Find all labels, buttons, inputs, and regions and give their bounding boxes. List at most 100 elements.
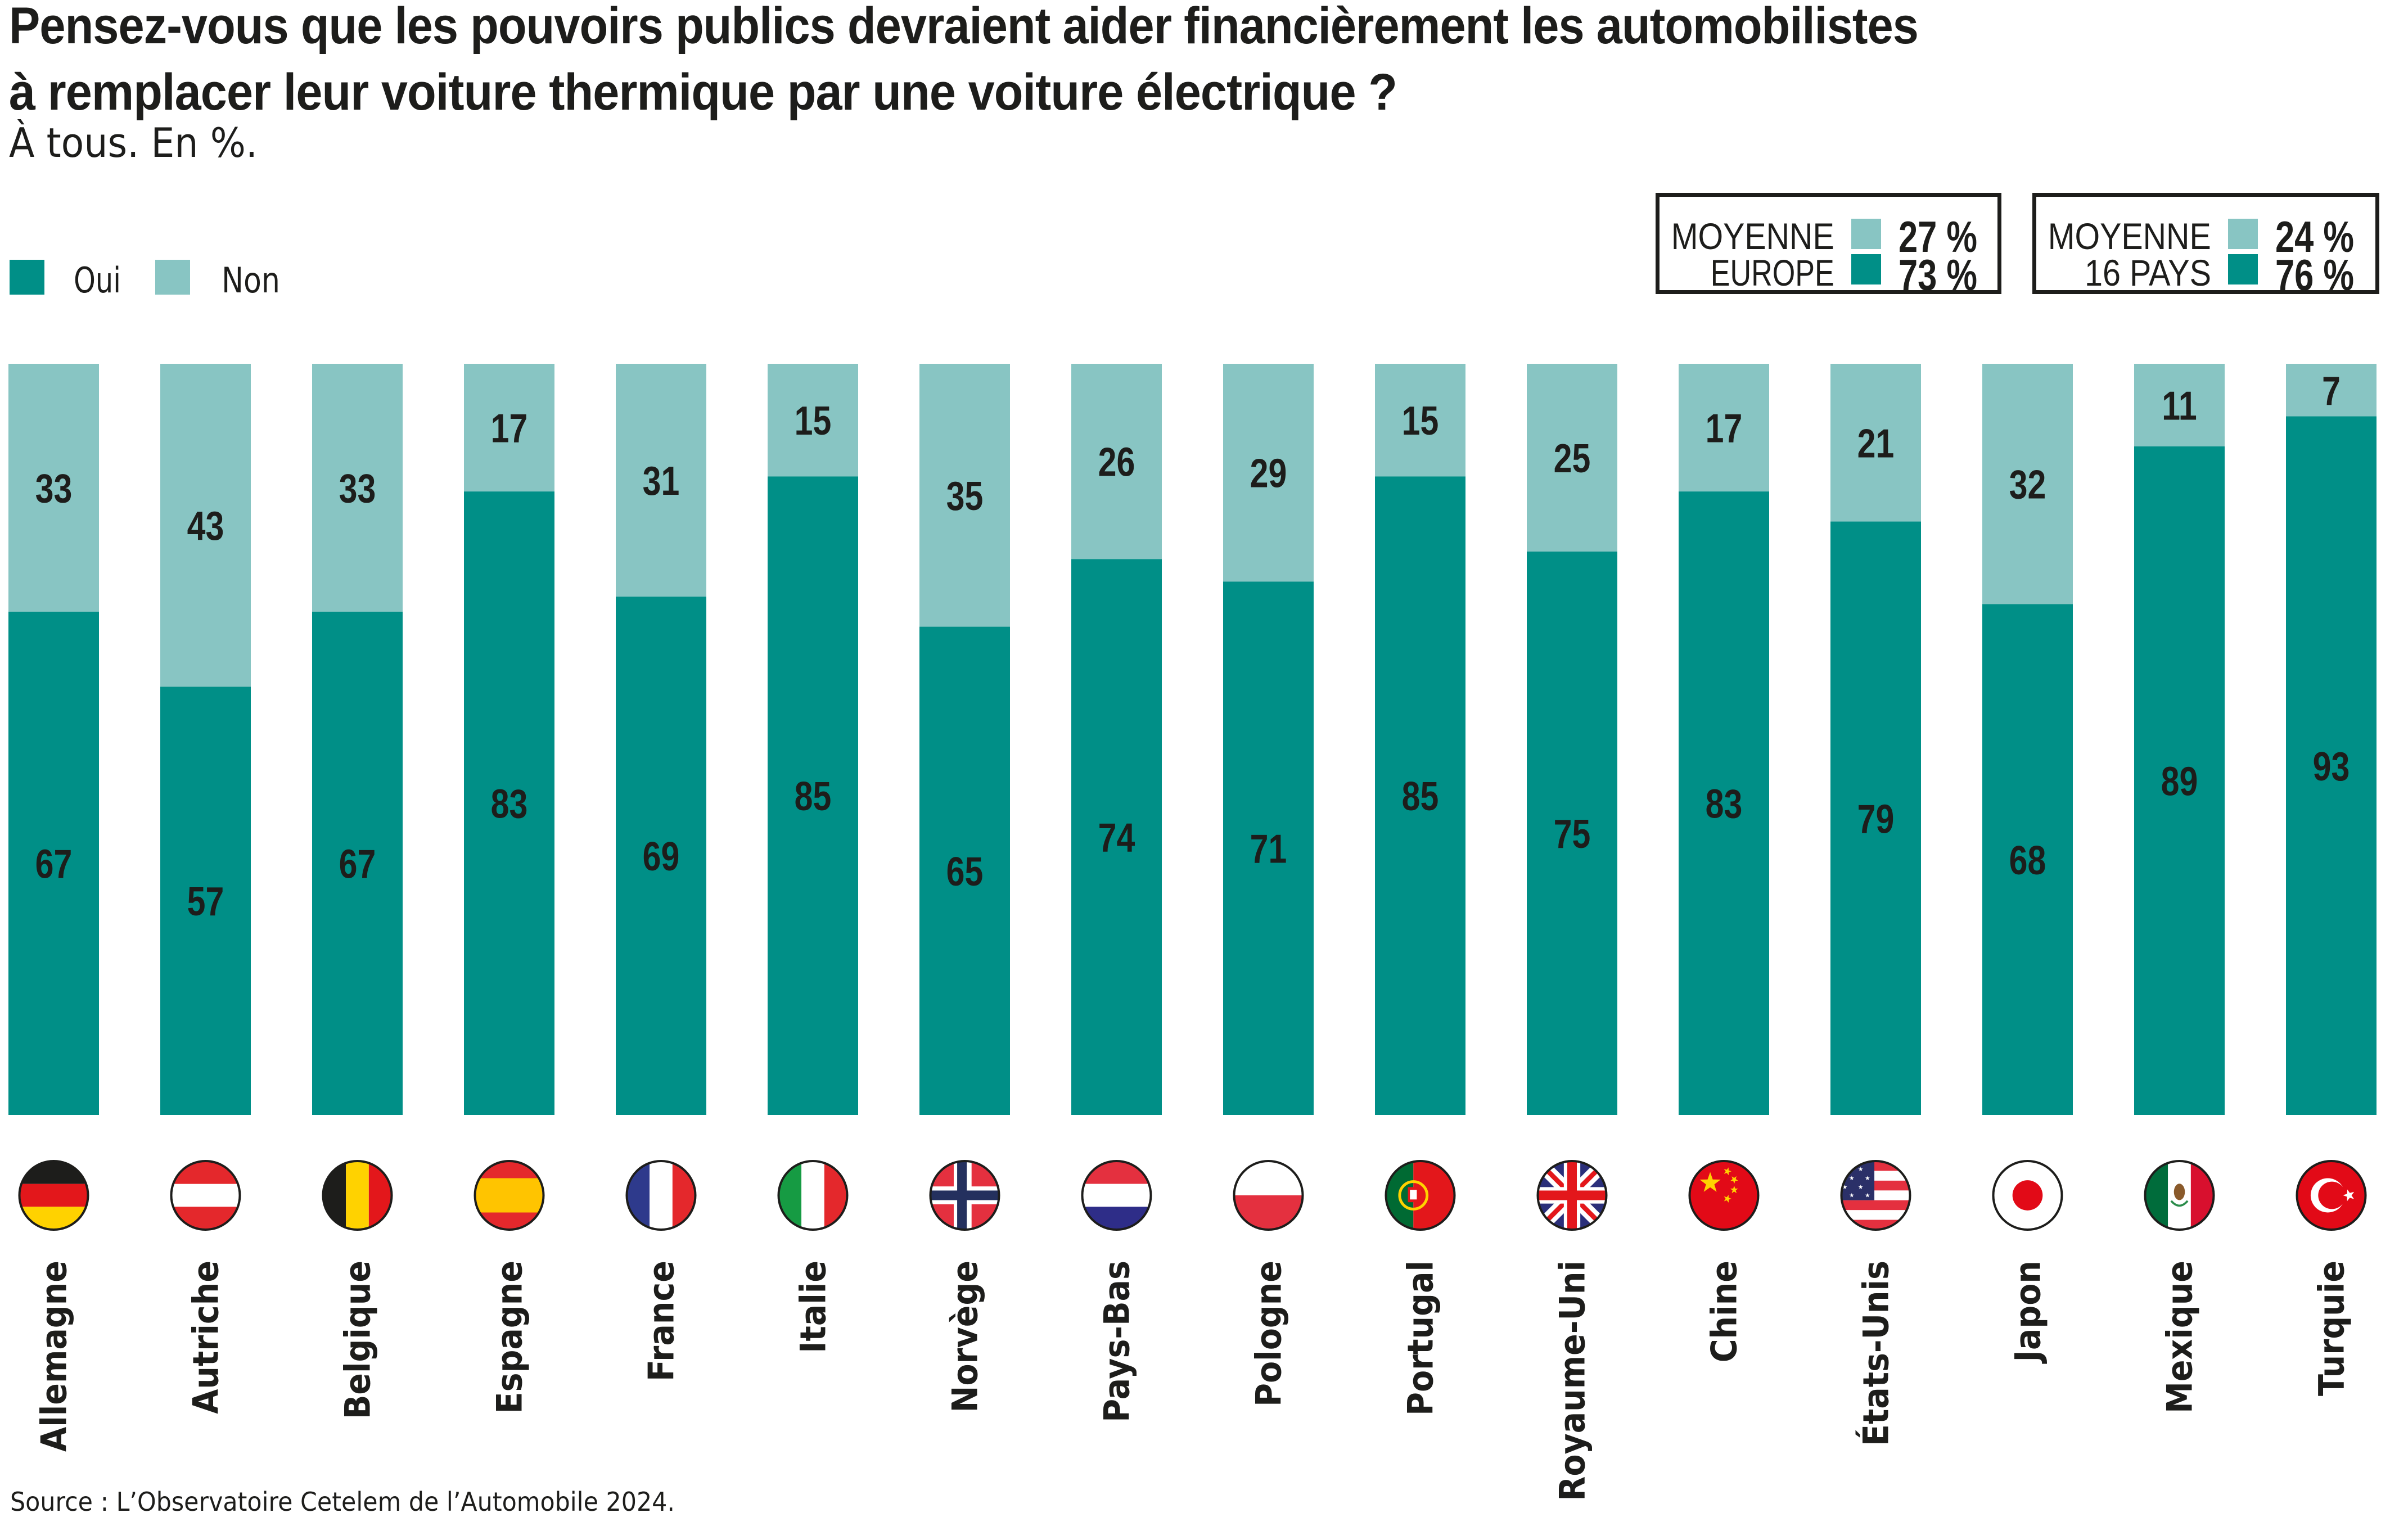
chart-title-line-1-text: Pensez-vous que les pouvoirs publics dev… — [9, 0, 1919, 55]
average-16-pays-label-line1-text: MOYENNE — [2048, 215, 2211, 257]
bar-group: 43 57 — [160, 364, 251, 1115]
flag-outline — [170, 1160, 241, 1231]
data-label-non: 17 — [1706, 405, 1743, 451]
flag-outline — [1081, 1160, 1152, 1231]
bar-segment-oui — [1071, 559, 1162, 1115]
category-label: Mexique — [2160, 1261, 2200, 1413]
average-16-pays-label-line2: 16 PAYS — [2066, 254, 2211, 291]
data-label-oui: 74 — [1098, 815, 1135, 860]
data-label-oui: 83 — [1706, 781, 1743, 827]
data-label-non: 32 — [2009, 462, 2046, 507]
bar-segment-non — [1830, 364, 1921, 522]
data-label-oui: 85 — [1402, 774, 1439, 819]
data-label-oui: 67 — [35, 841, 73, 887]
category-label: Italie — [793, 1261, 834, 1353]
chart-subtitle-text: À tous. En %. — [9, 119, 258, 166]
data-label-non: 15 — [795, 398, 832, 444]
flags-group — [18, 1160, 2367, 1231]
chart-title-line-2: à remplacer leur voiture thermique par u… — [9, 66, 1518, 118]
flag-outline — [474, 1160, 545, 1231]
flag-outline — [625, 1160, 697, 1231]
legend-label-oui-text: Oui — [74, 260, 121, 301]
data-label-non: 43 — [187, 503, 224, 549]
category-label: Belgique — [338, 1261, 378, 1419]
data-label-oui: 79 — [1857, 796, 1895, 842]
data-label-non: 25 — [1554, 435, 1591, 481]
data-label-non: 33 — [35, 466, 73, 511]
category-label: France — [642, 1261, 682, 1381]
average-16-pays-non-value-text: 24 % — [2275, 212, 2354, 261]
bar-segment-oui — [312, 611, 403, 1115]
bar-group: 29 71 — [1223, 364, 1314, 1115]
average-europe-label-line1-text: MOYENNE — [1671, 215, 1834, 257]
bar-segment-oui — [1527, 552, 1617, 1115]
data-label-oui: 83 — [491, 781, 528, 827]
bar-segment-non — [8, 364, 99, 612]
bar-segment-oui — [919, 626, 1010, 1115]
bar-segment-oui — [1982, 604, 2073, 1115]
category-label: Chine — [1704, 1261, 1745, 1362]
bar-group: 32 68 — [1982, 364, 2073, 1115]
legend-swatch-non — [155, 260, 190, 295]
bar-group: 21 79 — [1830, 364, 1921, 1115]
data-label-oui: 69 — [643, 833, 680, 879]
average-16-pays-oui-swatch — [2228, 254, 2258, 284]
data-label-oui: 71 — [1250, 826, 1287, 871]
average-16-pays-label-line1: MOYENNE — [2023, 218, 2211, 255]
bar-segment-non — [1679, 364, 1769, 492]
data-label-non: 31 — [643, 458, 680, 503]
category-label: Portugal — [1401, 1261, 1441, 1416]
flag-outline — [1385, 1160, 1456, 1231]
category-label: Espagne — [490, 1261, 530, 1413]
legend-swatch-oui — [10, 260, 44, 295]
bar-segment-oui — [8, 611, 99, 1115]
average-box-16-pays: MOYENNE 16 PAYS 24 % 76 % — [2032, 193, 2379, 297]
data-label-oui: 85 — [795, 774, 832, 819]
bar-segment-non — [1375, 364, 1465, 477]
data-label-non: 15 — [1402, 398, 1439, 444]
average-16-pays-non-swatch — [2228, 219, 2258, 249]
flag-outline — [1233, 1160, 1304, 1231]
average-europe-label-line2: EUROPE — [1677, 254, 1834, 291]
bar-segment-oui — [2286, 416, 2377, 1115]
flag-outline — [929, 1160, 1000, 1231]
bar-segment-non — [1527, 364, 1617, 552]
chart-subtitle: À tous. En %. — [9, 123, 278, 163]
category-label: Royaume-Uni — [1553, 1261, 1593, 1501]
legend-label-oui: Oui — [74, 263, 133, 298]
bar-segment-oui — [768, 476, 858, 1115]
bar-segment-non — [1223, 364, 1314, 582]
bar-segment-non — [2286, 364, 2377, 417]
legend-label-non: Non — [222, 263, 291, 298]
data-label-non: 21 — [1857, 421, 1895, 466]
average-16-pays-label-line2-text: 16 PAYS — [2085, 252, 2211, 293]
bar-segment-oui — [1223, 581, 1314, 1115]
bar-group: 11 89 — [2134, 364, 2225, 1116]
data-label-oui: 65 — [946, 848, 984, 894]
bar-segment-oui — [1375, 476, 1465, 1115]
average-16-pays-oui-value-text: 76 % — [2275, 250, 2354, 300]
category-label: Japon — [2008, 1261, 2049, 1364]
tr-flag-icon — [2297, 1161, 2366, 1230]
average-europe-label-line1: MOYENNE — [1647, 218, 1834, 255]
average-europe-non-swatch — [1851, 219, 1881, 249]
bar-segment-non — [312, 364, 403, 612]
data-label-non: 11 — [2162, 383, 2197, 428]
bar-segment-non — [919, 364, 1010, 627]
bar-segment-non — [160, 364, 251, 687]
bar-group: 25 75 — [1527, 364, 1617, 1115]
jp-flag-icon — [1993, 1161, 2062, 1230]
flag-outline — [1992, 1160, 2063, 1231]
category-label: Pays-Bas — [1097, 1261, 1138, 1422]
category-label: États-Unis — [1856, 1261, 1897, 1446]
average-europe-oui-swatch — [1851, 254, 1881, 284]
average-16-pays-oui-value: 76 % — [2275, 253, 2375, 297]
bar-segment-non — [616, 364, 706, 597]
category-label: Pologne — [1249, 1261, 1289, 1407]
data-label-oui: 89 — [2161, 758, 2198, 804]
bar-segment-oui — [160, 687, 251, 1115]
